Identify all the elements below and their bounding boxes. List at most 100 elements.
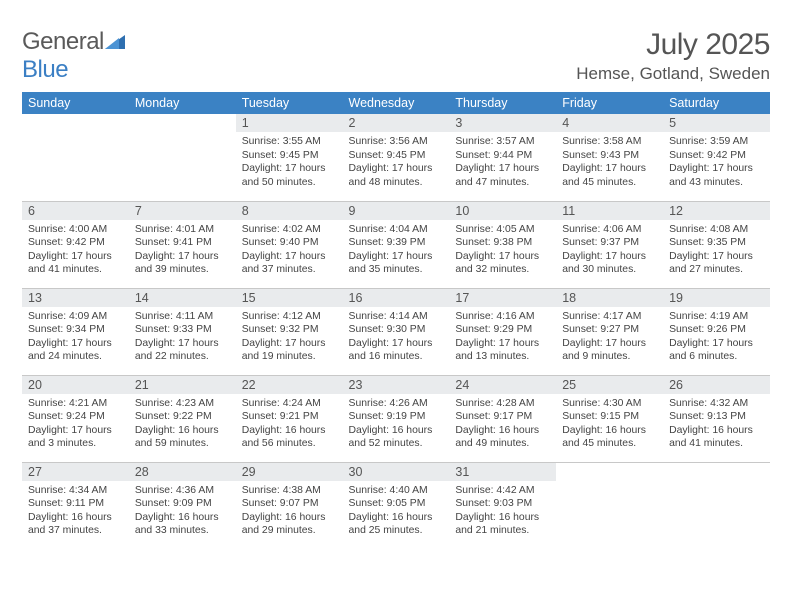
month-title: July 2025	[576, 28, 770, 62]
day-number: 14	[129, 289, 236, 307]
calendar-day-cell: 11Sunrise: 4:06 AMSunset: 9:37 PMDayligh…	[556, 201, 663, 288]
day-number: 6	[22, 202, 129, 220]
calendar-empty-cell	[129, 114, 236, 201]
calendar-day-cell: 23Sunrise: 4:26 AMSunset: 9:19 PMDayligh…	[343, 375, 450, 462]
day-details: Sunrise: 3:57 AMSunset: 9:44 PMDaylight:…	[449, 132, 556, 193]
calendar-day-cell: 14Sunrise: 4:11 AMSunset: 9:33 PMDayligh…	[129, 288, 236, 375]
day-details: Sunrise: 4:08 AMSunset: 9:35 PMDaylight:…	[663, 220, 770, 281]
calendar-week-row: 13Sunrise: 4:09 AMSunset: 9:34 PMDayligh…	[22, 288, 770, 375]
day-number: 31	[449, 463, 556, 481]
weekday-header: Thursday	[449, 92, 556, 114]
day-details: Sunrise: 4:17 AMSunset: 9:27 PMDaylight:…	[556, 307, 663, 368]
calendar-day-cell: 8Sunrise: 4:02 AMSunset: 9:40 PMDaylight…	[236, 201, 343, 288]
day-number: 8	[236, 202, 343, 220]
day-details: Sunrise: 4:40 AMSunset: 9:05 PMDaylight:…	[343, 481, 450, 542]
day-number: 13	[22, 289, 129, 307]
calendar-day-cell: 17Sunrise: 4:16 AMSunset: 9:29 PMDayligh…	[449, 288, 556, 375]
logo: GeneralBlue	[22, 28, 126, 84]
day-details: Sunrise: 3:58 AMSunset: 9:43 PMDaylight:…	[556, 132, 663, 193]
calendar-empty-cell	[22, 114, 129, 201]
weekday-header: Tuesday	[236, 92, 343, 114]
day-details: Sunrise: 4:38 AMSunset: 9:07 PMDaylight:…	[236, 481, 343, 542]
day-number: 5	[663, 114, 770, 132]
weekday-header: Wednesday	[343, 92, 450, 114]
calendar-empty-cell	[556, 462, 663, 549]
weekday-header: Monday	[129, 92, 236, 114]
calendar-day-cell: 10Sunrise: 4:05 AMSunset: 9:38 PMDayligh…	[449, 201, 556, 288]
day-number: 20	[22, 376, 129, 394]
day-details: Sunrise: 4:24 AMSunset: 9:21 PMDaylight:…	[236, 394, 343, 455]
calendar-day-cell: 20Sunrise: 4:21 AMSunset: 9:24 PMDayligh…	[22, 375, 129, 462]
day-details: Sunrise: 4:05 AMSunset: 9:38 PMDaylight:…	[449, 220, 556, 281]
day-number: 1	[236, 114, 343, 132]
logo-word2: Blue	[22, 56, 68, 83]
day-number: 12	[663, 202, 770, 220]
day-details: Sunrise: 4:12 AMSunset: 9:32 PMDaylight:…	[236, 307, 343, 368]
weekday-header: Saturday	[663, 92, 770, 114]
calendar-week-row: 20Sunrise: 4:21 AMSunset: 9:24 PMDayligh…	[22, 375, 770, 462]
calendar-week-row: 6Sunrise: 4:00 AMSunset: 9:42 PMDaylight…	[22, 201, 770, 288]
day-details: Sunrise: 3:55 AMSunset: 9:45 PMDaylight:…	[236, 132, 343, 193]
weekday-header: Friday	[556, 92, 663, 114]
day-details: Sunrise: 4:26 AMSunset: 9:19 PMDaylight:…	[343, 394, 450, 455]
day-number: 30	[343, 463, 450, 481]
calendar-day-cell: 31Sunrise: 4:42 AMSunset: 9:03 PMDayligh…	[449, 462, 556, 549]
day-number: 19	[663, 289, 770, 307]
logo-word1: General	[22, 28, 104, 55]
day-details: Sunrise: 4:36 AMSunset: 9:09 PMDaylight:…	[129, 481, 236, 542]
day-number: 27	[22, 463, 129, 481]
day-number: 23	[343, 376, 450, 394]
day-number: 17	[449, 289, 556, 307]
day-number: 3	[449, 114, 556, 132]
calendar-day-cell: 3Sunrise: 3:57 AMSunset: 9:44 PMDaylight…	[449, 114, 556, 201]
day-number: 15	[236, 289, 343, 307]
day-details: Sunrise: 4:21 AMSunset: 9:24 PMDaylight:…	[22, 394, 129, 455]
day-number: 4	[556, 114, 663, 132]
calendar-body: 1Sunrise: 3:55 AMSunset: 9:45 PMDaylight…	[22, 114, 770, 549]
day-details: Sunrise: 4:42 AMSunset: 9:03 PMDaylight:…	[449, 481, 556, 542]
calendar-day-cell: 4Sunrise: 3:58 AMSunset: 9:43 PMDaylight…	[556, 114, 663, 201]
calendar-day-cell: 1Sunrise: 3:55 AMSunset: 9:45 PMDaylight…	[236, 114, 343, 201]
day-number: 2	[343, 114, 450, 132]
day-number: 7	[129, 202, 236, 220]
calendar-day-cell: 18Sunrise: 4:17 AMSunset: 9:27 PMDayligh…	[556, 288, 663, 375]
day-details: Sunrise: 4:06 AMSunset: 9:37 PMDaylight:…	[556, 220, 663, 281]
calendar-day-cell: 22Sunrise: 4:24 AMSunset: 9:21 PMDayligh…	[236, 375, 343, 462]
day-number: 25	[556, 376, 663, 394]
calendar-day-cell: 15Sunrise: 4:12 AMSunset: 9:32 PMDayligh…	[236, 288, 343, 375]
day-number: 11	[556, 202, 663, 220]
day-details: Sunrise: 4:32 AMSunset: 9:13 PMDaylight:…	[663, 394, 770, 455]
calendar-day-cell: 26Sunrise: 4:32 AMSunset: 9:13 PMDayligh…	[663, 375, 770, 462]
calendar-day-cell: 27Sunrise: 4:34 AMSunset: 9:11 PMDayligh…	[22, 462, 129, 549]
calendar-week-row: 1Sunrise: 3:55 AMSunset: 9:45 PMDaylight…	[22, 114, 770, 201]
day-number: 24	[449, 376, 556, 394]
day-details: Sunrise: 4:14 AMSunset: 9:30 PMDaylight:…	[343, 307, 450, 368]
day-number: 22	[236, 376, 343, 394]
calendar-day-cell: 21Sunrise: 4:23 AMSunset: 9:22 PMDayligh…	[129, 375, 236, 462]
calendar-day-cell: 2Sunrise: 3:56 AMSunset: 9:45 PMDaylight…	[343, 114, 450, 201]
location: Hemse, Gotland, Sweden	[576, 64, 770, 84]
day-number-empty	[129, 114, 236, 132]
day-number: 16	[343, 289, 450, 307]
calendar-day-cell: 24Sunrise: 4:28 AMSunset: 9:17 PMDayligh…	[449, 375, 556, 462]
day-details: Sunrise: 4:30 AMSunset: 9:15 PMDaylight:…	[556, 394, 663, 455]
day-number: 28	[129, 463, 236, 481]
calendar-day-cell: 16Sunrise: 4:14 AMSunset: 9:30 PMDayligh…	[343, 288, 450, 375]
day-number: 21	[129, 376, 236, 394]
title-block: July 2025 Hemse, Gotland, Sweden	[576, 28, 770, 84]
calendar-empty-cell	[663, 462, 770, 549]
day-details: Sunrise: 4:11 AMSunset: 9:33 PMDaylight:…	[129, 307, 236, 368]
day-details: Sunrise: 4:04 AMSunset: 9:39 PMDaylight:…	[343, 220, 450, 281]
weekday-header: Sunday	[22, 92, 129, 114]
day-number-empty	[556, 463, 663, 481]
day-details: Sunrise: 4:19 AMSunset: 9:26 PMDaylight:…	[663, 307, 770, 368]
day-details: Sunrise: 3:59 AMSunset: 9:42 PMDaylight:…	[663, 132, 770, 193]
calendar-day-cell: 29Sunrise: 4:38 AMSunset: 9:07 PMDayligh…	[236, 462, 343, 549]
triangle-icon	[105, 28, 125, 56]
header: GeneralBlue July 2025 Hemse, Gotland, Sw…	[22, 28, 770, 84]
day-number-empty	[663, 463, 770, 481]
calendar-day-cell: 19Sunrise: 4:19 AMSunset: 9:26 PMDayligh…	[663, 288, 770, 375]
calendar-day-cell: 7Sunrise: 4:01 AMSunset: 9:41 PMDaylight…	[129, 201, 236, 288]
calendar-table: SundayMondayTuesdayWednesdayThursdayFrid…	[22, 92, 770, 549]
day-details: Sunrise: 4:28 AMSunset: 9:17 PMDaylight:…	[449, 394, 556, 455]
